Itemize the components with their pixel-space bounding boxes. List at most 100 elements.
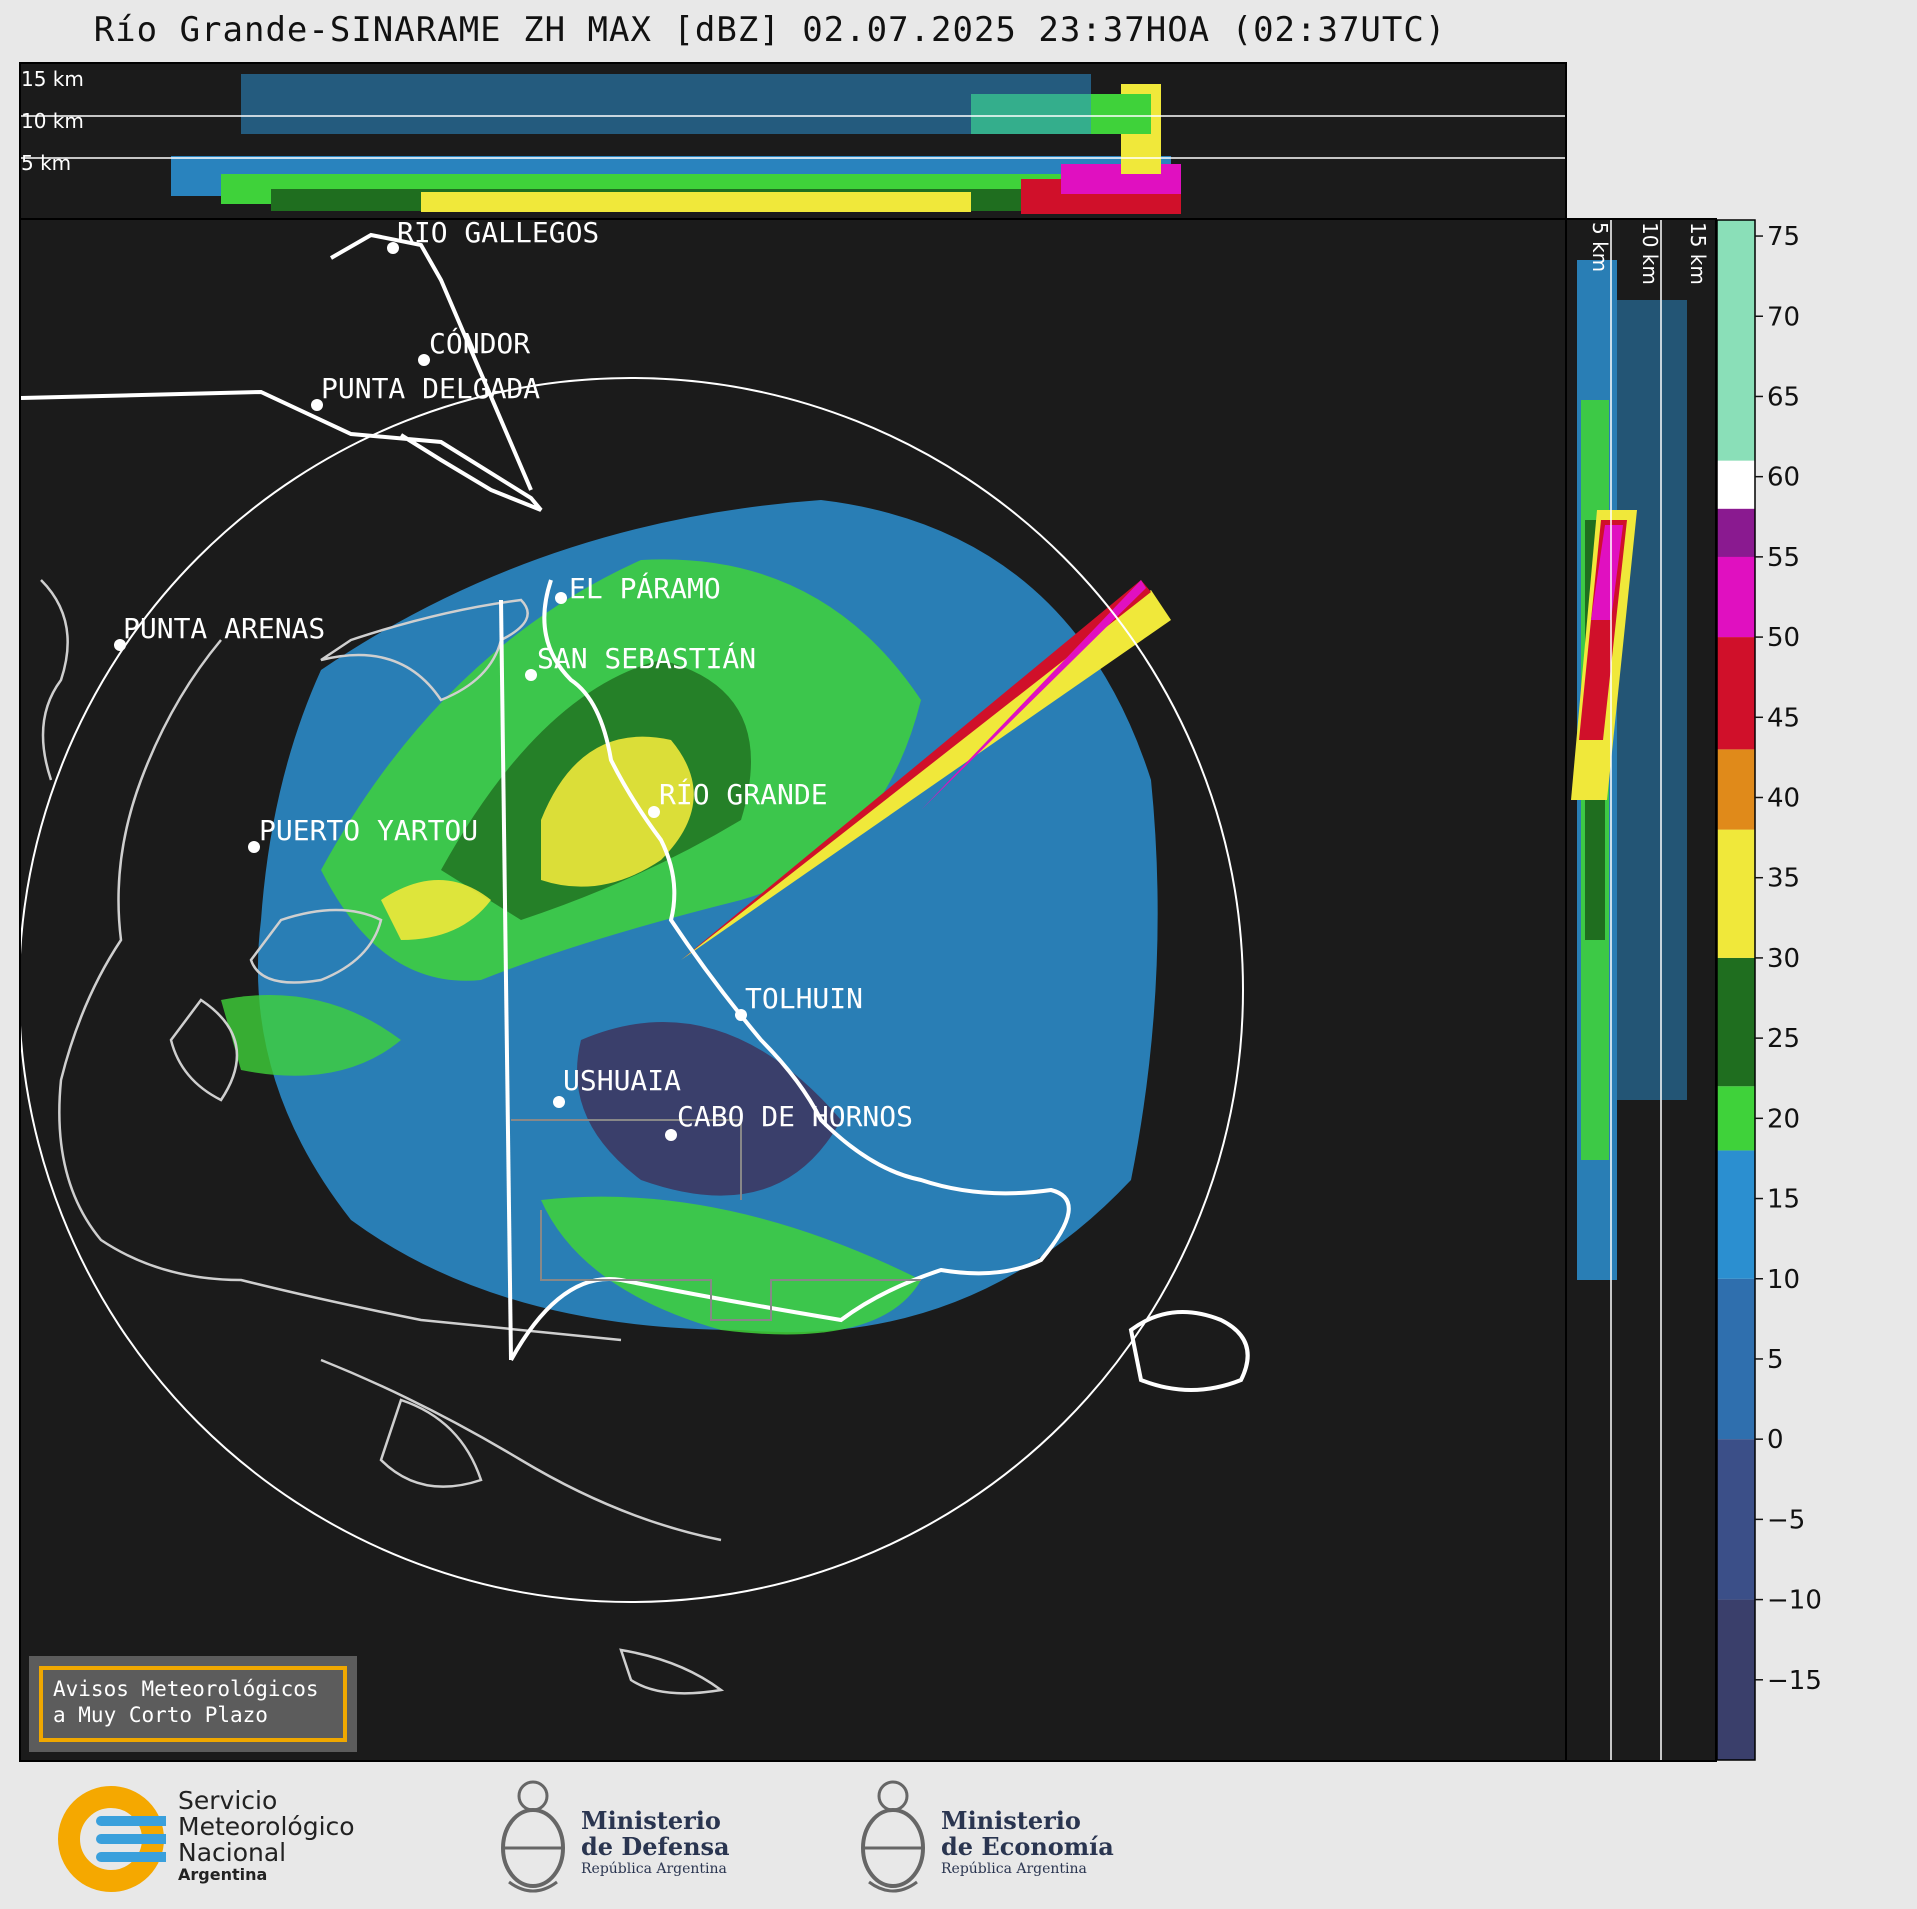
defensa-line-2: de Defensa [581, 1832, 730, 1861]
echo-band [421, 192, 971, 212]
echo-green-west [221, 995, 401, 1076]
border-line [499, 599, 513, 1361]
colorbar-band [1717, 460, 1755, 509]
label-puerto-yartou: PUERTO YARTOU [259, 814, 478, 847]
top-profile-echo [171, 74, 1181, 214]
top-height-profile: 15 km 10 km 5 km [19, 62, 1567, 220]
colorbar-tick-label: 75 [1767, 222, 1800, 252]
label-rio-grande: RÍO GRANDE [659, 777, 828, 811]
label-cabo-de-hornos: CABO DE HORNOS [677, 1100, 913, 1133]
defensa-logo: Ministerio de Defensa República Argentin… [495, 1772, 755, 1902]
coast-rio-grande [509, 579, 1071, 1361]
colorbar-band [1717, 1086, 1755, 1151]
reflectivity-echoes [221, 500, 1158, 1335]
city-markers [114, 242, 747, 1141]
argentina-coat-of-arms-icon [501, 1780, 565, 1893]
label-punta-delgada: PUNTA DELGADA [321, 372, 540, 405]
city-dot-rio-gallegos [387, 242, 399, 254]
economia-logo: Ministerio de Economía República Argenti… [855, 1772, 1135, 1902]
colorbar-tick-label: −10 [1767, 1586, 1822, 1616]
city-dot-puerto-yartou [248, 841, 260, 853]
coastline [169, 998, 239, 1102]
colorbar-tick-label: 20 [1767, 1104, 1800, 1134]
smn-emblem-icon [58, 1786, 166, 1892]
echo-green-south [541, 1196, 921, 1335]
label-ushuaia: USHUAIA [563, 1064, 681, 1097]
side-height-label-10: 10 km [1638, 222, 1662, 285]
coastline [379, 1398, 483, 1488]
smn-logo: Servicio Meteorológico Nacional Argentin… [56, 1784, 386, 1894]
city-dot-cabo-de-hornos [665, 1129, 677, 1141]
colorbar-bands [1717, 220, 1755, 1760]
colorbar-band [1717, 749, 1755, 830]
colorbar-band [1717, 220, 1755, 461]
smn-line-3: Nacional [178, 1838, 287, 1867]
colorbar-tick-label: 5 [1767, 1345, 1784, 1375]
colorbar-tick-label: 70 [1767, 302, 1800, 332]
coastline [249, 908, 383, 984]
defensa-line-1: Ministerio [581, 1806, 721, 1835]
echo-yellow-north [541, 736, 694, 887]
side-echo-band [1617, 300, 1687, 1100]
colorbar-tick-label: 50 [1767, 623, 1800, 653]
side-height-label-5: 5 km [1588, 222, 1612, 272]
colorbar-tick-label: 40 [1767, 784, 1800, 814]
colorbar-tick-label: 10 [1767, 1265, 1800, 1295]
colorbar: 75 70 65 60 55 50 45 40 35 30 25 20 15 10 5 0 −5 −10 −15 [1715, 218, 1915, 1762]
warning-box-inner: Avisos Meteorológicos a Muy Corto Plazo [39, 1666, 347, 1742]
colorbar-tick-label: 60 [1767, 463, 1800, 493]
economia-line-2: de Economía [941, 1832, 1114, 1861]
top-profile-svg: 15 km 10 km 5 km [21, 67, 1565, 214]
economia-line-1: Ministerio [941, 1806, 1081, 1835]
colorbar-tick-label: −15 [1767, 1666, 1822, 1696]
echo-dark-blue [577, 1022, 841, 1196]
label-punta-arenas: PUNTA ARENAS [123, 612, 325, 645]
echo-band [241, 74, 1091, 134]
city-dot-ushuaia [553, 1096, 565, 1108]
colorbar-band [1717, 508, 1755, 557]
label-tolhuin: TOLHUIN [745, 982, 863, 1015]
warning-line-1: Avisos Meteorológicos [53, 1677, 319, 1701]
admin-line [540, 1210, 921, 1321]
city-dot-condor [418, 354, 430, 366]
radar-map-svg: RÍO GALLEGOS CÓNDOR PUNTA DELGADA EL PÁR… [21, 220, 1250, 1695]
coastline [320, 1358, 722, 1542]
colorbar-frame [1716, 219, 1756, 1761]
colorbar-band [1717, 637, 1755, 750]
smn-line-1: Servicio [178, 1786, 278, 1815]
city-dot-punta-delgada [311, 399, 323, 411]
colorbar-tick-label: 35 [1767, 864, 1800, 894]
side-height-label-15: 15 km [1686, 222, 1710, 285]
warning-line-2: a Muy Corto Plazo [53, 1703, 268, 1727]
interference-spike [681, 580, 1171, 960]
smn-line-4: Argentina [178, 1865, 268, 1884]
defensa-line-3: República Argentina [581, 1861, 727, 1877]
colorbar-band [1717, 1278, 1755, 1440]
city-dot-san-sebastian [525, 669, 537, 681]
border-line [21, 389, 543, 512]
economia-line-3: República Argentina [941, 1861, 1087, 1877]
city-dot-tolhuin [735, 1009, 747, 1021]
echo-yellow-west [381, 880, 491, 940]
side-height-profile: 5 km 10 km 15 km [1565, 218, 1717, 1762]
warning-box: Avisos Meteorológicos a Muy Corto Plazo [29, 1656, 357, 1752]
colorbar-tick-label: 25 [1767, 1024, 1800, 1054]
radar-map: RÍO GALLEGOS CÓNDOR PUNTA DELGADA EL PÁR… [19, 218, 1567, 1762]
colorbar-tick-label: 15 [1767, 1185, 1800, 1215]
coastline [619, 1648, 725, 1695]
coastline [40, 579, 69, 781]
side-profile-svg: 5 km 10 km 15 km [1571, 220, 1710, 1760]
city-dot-punta-arenas [114, 639, 126, 651]
chart-title: Río Grande-SINARAME ZH MAX [dBZ] 02.07.2… [93, 10, 1447, 50]
label-condor: CÓNDOR [429, 326, 530, 360]
colorbar-band [1717, 829, 1755, 958]
colorbar-band [1717, 1150, 1755, 1279]
top-height-label-5: 5 km [21, 151, 71, 175]
border-line [330, 232, 533, 491]
colorbar-tick-label: 45 [1767, 703, 1800, 733]
island-outline [1128, 1310, 1250, 1392]
side-echo-spike [1591, 525, 1623, 620]
colorbar-band [1717, 957, 1755, 1087]
